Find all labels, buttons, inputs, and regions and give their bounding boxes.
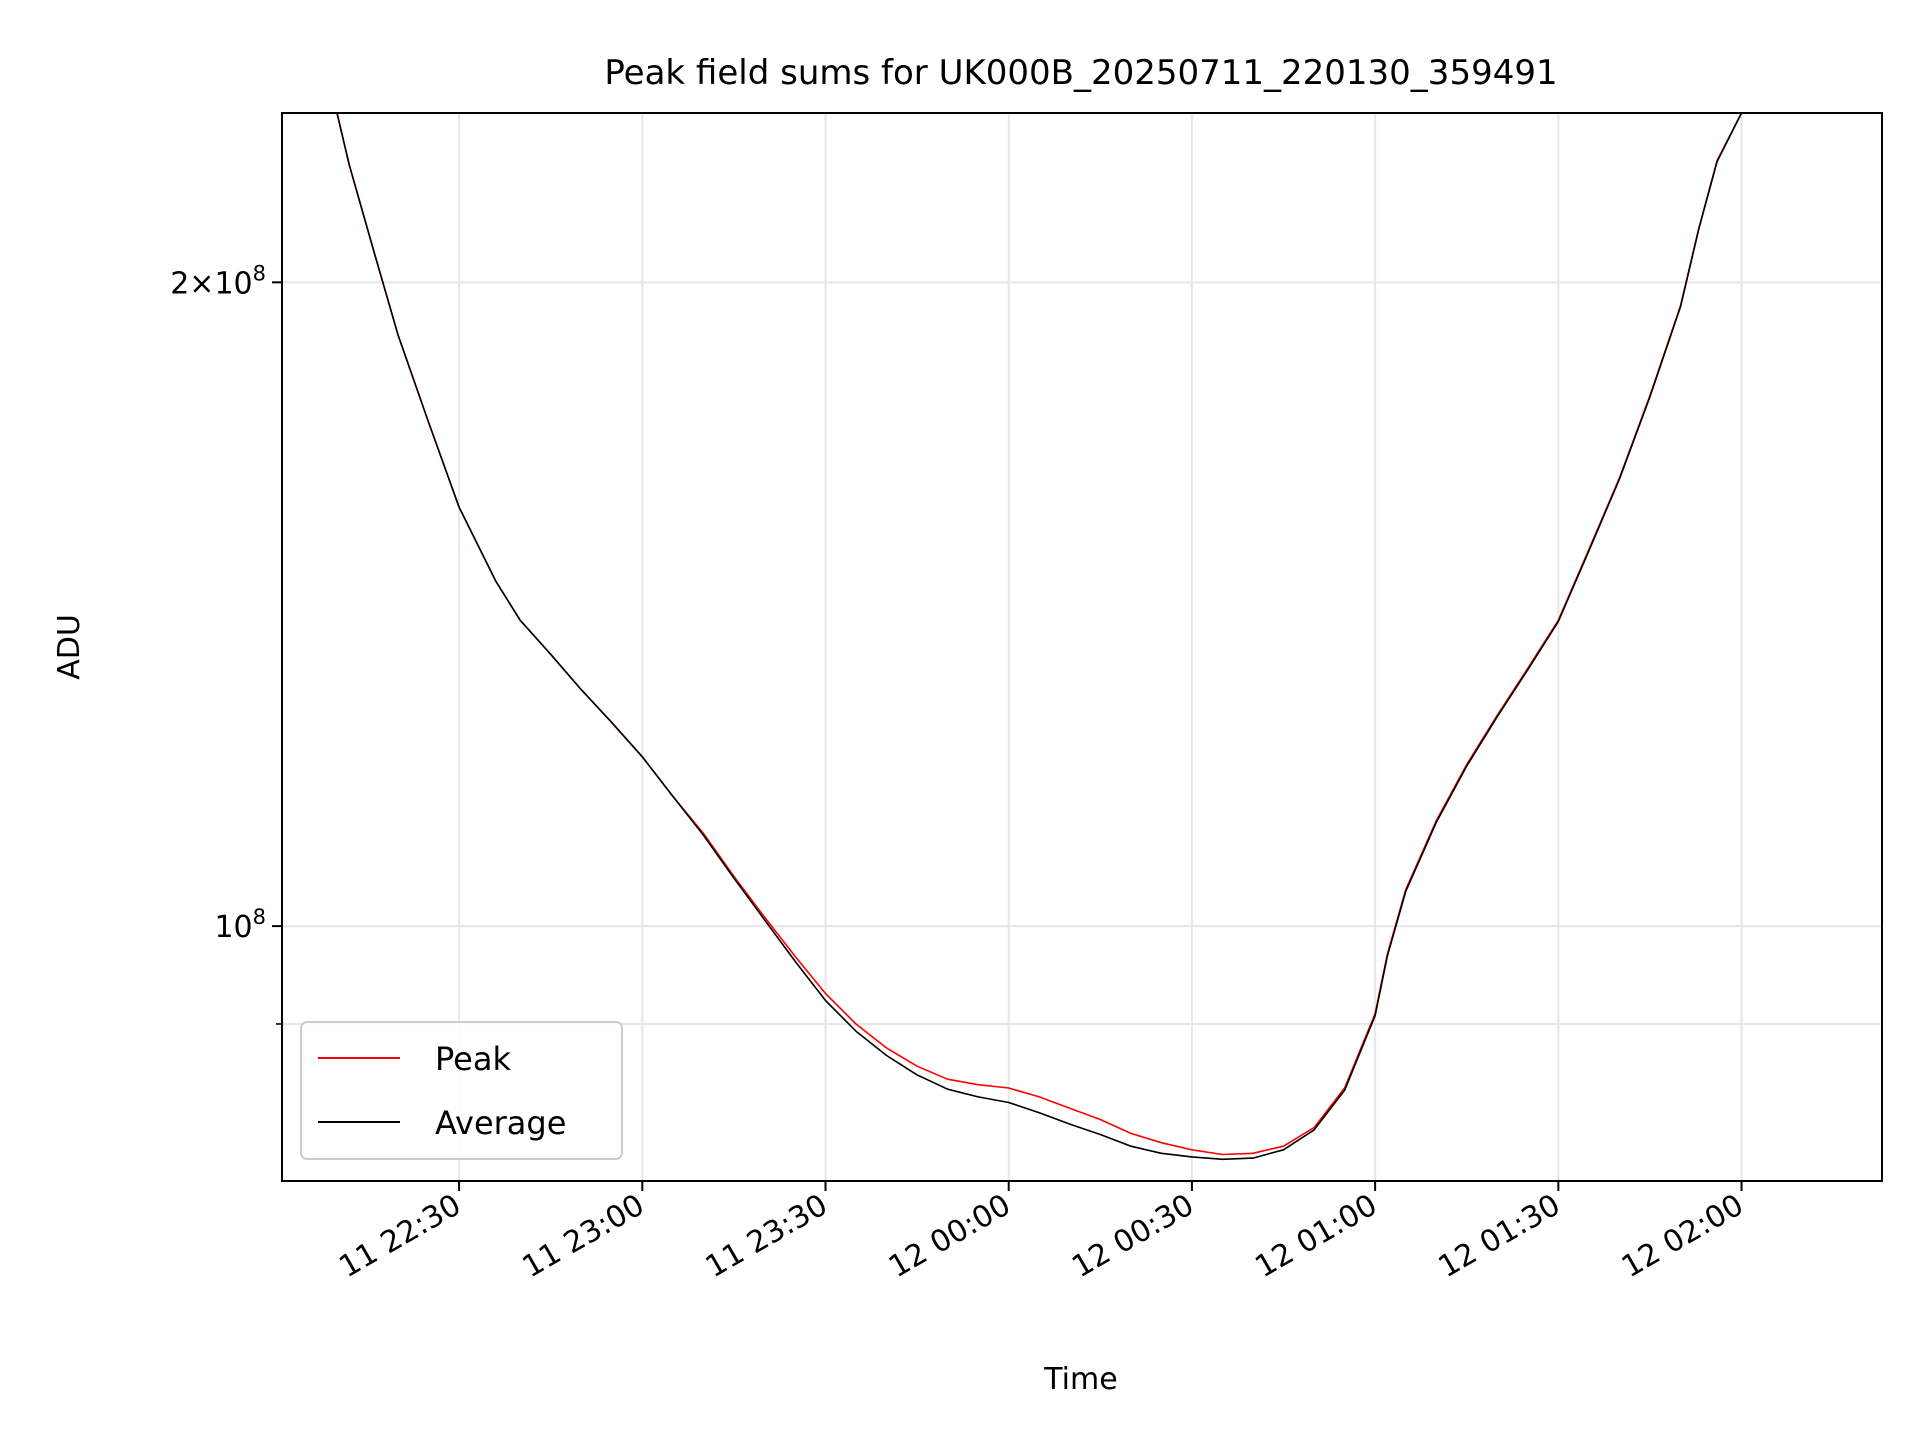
legend-box (300, 1021, 623, 1160)
chart-title: Peak field sums for UK000B_20250711_2201… (604, 53, 1557, 93)
y-tick-label: 108 (214, 905, 266, 945)
legend-label-average: Average (435, 1104, 566, 1142)
series-lines (336, 113, 1743, 1161)
legend-label-peak: Peak (435, 1040, 511, 1078)
series-line-average (336, 113, 1743, 1161)
y-axis-label: ADU (52, 614, 87, 680)
x-axis-label: Time (1043, 1362, 1117, 1397)
y-axis: 108 2×108 (170, 261, 282, 1025)
legend: Peak Average (300, 1021, 623, 1160)
grid (282, 113, 1882, 1181)
plot-frame (281, 112, 1883, 1182)
y-tick-label: 2×108 (170, 261, 266, 301)
